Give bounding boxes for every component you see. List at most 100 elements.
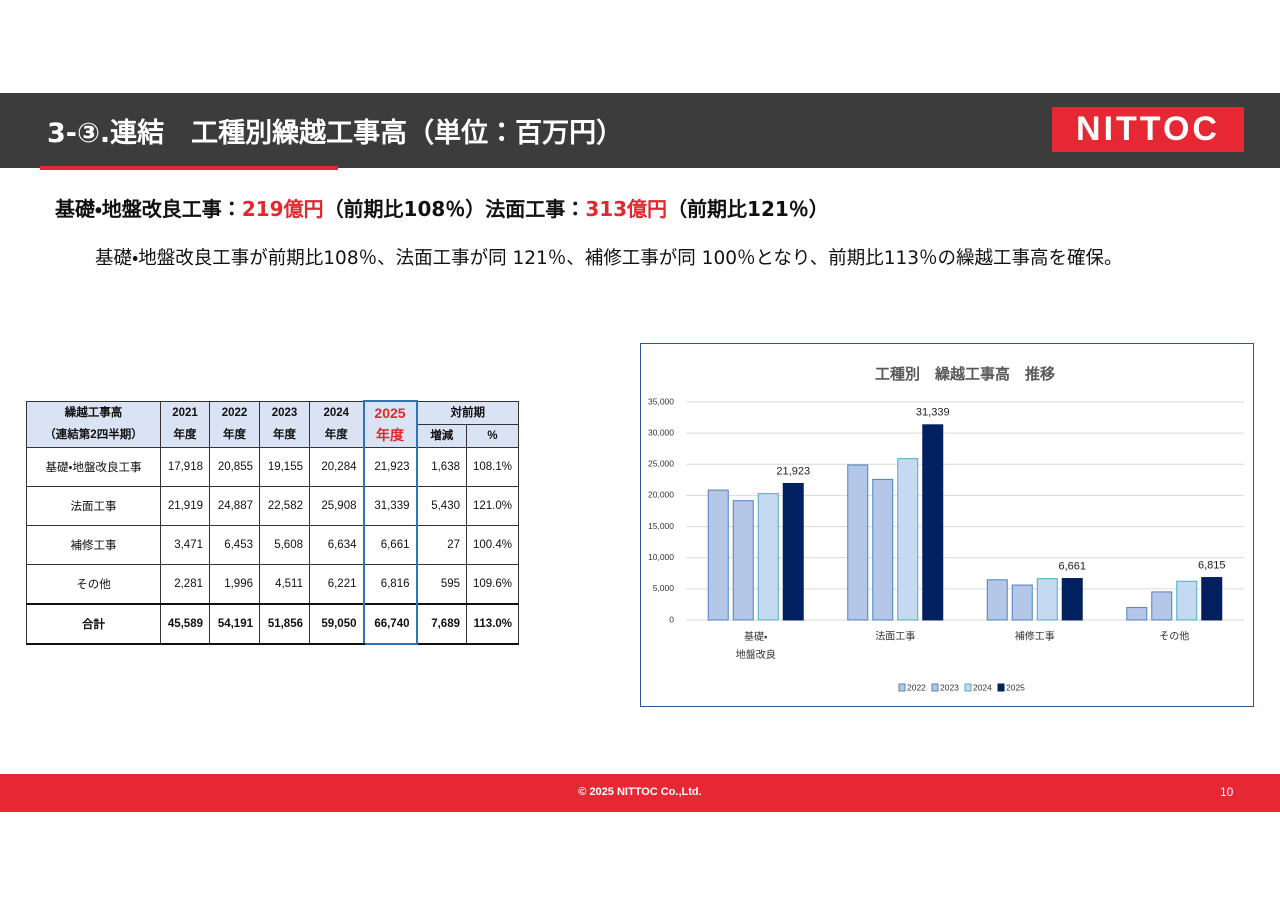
bar xyxy=(1061,578,1083,621)
title: 3-③.連結 工種別繰越工事高（単位：百万円） xyxy=(47,118,624,149)
table-cell: 2,281 xyxy=(160,563,210,604)
table-cell: 5,608 xyxy=(259,524,310,565)
x-tick-label: その他 xyxy=(1159,630,1189,643)
data-label: 6,661 xyxy=(1058,560,1086,572)
headline-part: 313億円 xyxy=(585,197,668,221)
legend-label: 2024 xyxy=(973,682,992,692)
table-cell: 基礎・地盤改良工事 xyxy=(26,446,161,487)
table-cell: 5,430 xyxy=(416,485,467,526)
bar xyxy=(707,489,729,621)
header-cell: 2021 年度 xyxy=(160,400,210,448)
header-row: 繰越工事高 （連結第2四半期） 2021 年度 2022 年度 2023 年度 2024… xyxy=(26,400,520,448)
bar xyxy=(1176,580,1198,621)
bar xyxy=(986,579,1008,621)
headline-part: （前期比121％） xyxy=(667,197,829,221)
legend-swatch xyxy=(931,683,939,692)
footer-bar: © 2025 NITTOC Co.,Ltd. 10 xyxy=(0,774,1280,812)
table-cell: 45,589 xyxy=(160,602,210,645)
data-table: 繰越工事高 （連結第2四半期） 2021 年度 2022 年度 2023 年度 2024… xyxy=(26,400,520,645)
y-tick-label: 10,000 xyxy=(648,552,674,562)
table-cell: 31,339 xyxy=(362,485,418,526)
bar xyxy=(847,464,869,621)
bar xyxy=(897,458,919,621)
table-row: 合計 45,589 54,191 51,856 59,050 66,740 7,689 113… xyxy=(26,602,520,645)
description: 基礎・地盤改良工事が前期比108％、法面工事が同 121％、補修工事が同 100… xyxy=(95,248,1123,269)
y-tick-label: 20,000 xyxy=(648,490,674,500)
header-cell: 2025 年度 xyxy=(362,400,418,448)
table-cell: 27 xyxy=(416,524,467,565)
table-cell: 54,191 xyxy=(209,602,260,645)
table-cell: 66,740 xyxy=(362,602,418,645)
table-cell: 補修工事 xyxy=(26,524,161,565)
legend-label: 2022 xyxy=(907,682,926,692)
table-cell: 113.0% xyxy=(465,602,520,645)
page-number: 10 xyxy=(1220,785,1234,799)
data-label: 21,923 xyxy=(776,465,810,477)
bar xyxy=(922,424,944,621)
bar xyxy=(757,493,779,621)
table-row: 法面工事 21,919 24,887 22,582 25,908 31,339 5,430 1… xyxy=(26,485,520,526)
table-cell: 59,050 xyxy=(309,602,364,645)
header-cell: 2024 年度 xyxy=(309,400,364,448)
legend-label: 2025 xyxy=(1006,682,1025,692)
y-tick-label: 15,000 xyxy=(648,521,674,531)
y-tick-label: 35,000 xyxy=(648,396,674,406)
logo: NITTOC xyxy=(1052,107,1244,152)
y-tick-label: 5,000 xyxy=(653,583,675,593)
title-underline xyxy=(40,166,338,170)
bar xyxy=(1011,584,1033,621)
headline: 基礎・地盤改良工事：219億円（前期比108％）法面工事：313億円（前期比12… xyxy=(55,193,829,222)
table-cell: 20,855 xyxy=(209,446,260,487)
table-cell: 6,816 xyxy=(362,563,418,604)
table-cell: 法面工事 xyxy=(26,485,161,526)
header-bar: 3-③.連結 工種別繰越工事高（単位：百万円） NITTOC xyxy=(0,93,1280,170)
legend-swatch xyxy=(898,683,906,692)
bar xyxy=(732,500,754,621)
data-label: 31,339 xyxy=(916,407,950,419)
table-cell: 3,471 xyxy=(160,524,210,565)
x-tick-label: 補修工事 xyxy=(1015,630,1055,643)
data-label: 6,815 xyxy=(1198,559,1226,571)
table-cell: 17,918 xyxy=(160,446,210,487)
table-cell: 6,661 xyxy=(362,524,418,565)
header-cell: 2023 年度 xyxy=(259,400,310,448)
table-cell: 595 xyxy=(416,563,467,604)
header-cell: 対前期 xyxy=(415,400,520,425)
chart-title: 工種別 繰越工事高 推移 xyxy=(875,365,1055,383)
y-tick-label: 30,000 xyxy=(648,427,674,437)
table-row: 基礎・地盤改良工事 17,918 20,855 19,155 20,284 21,923 1… xyxy=(26,446,520,487)
header-cell: 増減 xyxy=(416,423,467,448)
headline-part: 基礎・地盤改良工事： xyxy=(55,197,242,221)
table-cell: 21,923 xyxy=(362,446,418,487)
table-cell: 109.6% xyxy=(465,563,520,604)
table-cell: 121.0% xyxy=(465,485,520,526)
copyright: © 2025 NITTOC Co.,Ltd. xyxy=(578,786,702,798)
legend-swatch xyxy=(997,683,1005,692)
chart-box: 工種別 繰越工事高 推移 0 5,000 10,000 15,000 20,000 25,0… xyxy=(640,343,1254,707)
x-tick-label: 法面工事 xyxy=(875,630,915,643)
table-cell: 6,221 xyxy=(309,563,364,604)
table-cell: 21,919 xyxy=(160,485,210,526)
bar xyxy=(1036,578,1058,621)
chart: 工種別 繰越工事高 推移 0 5,000 10,000 15,000 20,000 25,0… xyxy=(648,365,1244,692)
y-tick-label: 25,000 xyxy=(648,459,674,469)
table-cell: 6,453 xyxy=(209,524,260,565)
header-cell: 2022 年度 xyxy=(209,400,260,448)
table-cell: 合計 xyxy=(26,602,161,645)
header-cell: 繰越工事高 （連結第2四半期） xyxy=(26,400,161,448)
table-cell: 1,638 xyxy=(416,446,467,487)
table-cell: 7,689 xyxy=(416,602,467,645)
table-cell: 4,511 xyxy=(259,563,310,604)
table-cell: 24,887 xyxy=(209,485,260,526)
table-cell: 108.1% xyxy=(465,446,520,487)
bar xyxy=(1201,577,1223,621)
bar xyxy=(872,478,894,621)
header-cell: % xyxy=(465,423,520,448)
legend-label: 2023 xyxy=(940,682,959,692)
bar xyxy=(1126,607,1148,621)
table-cell: 20,284 xyxy=(309,446,364,487)
headline-part: （前期比108％）法面工事： xyxy=(323,197,586,221)
headline-part: 219億円 xyxy=(241,197,324,221)
